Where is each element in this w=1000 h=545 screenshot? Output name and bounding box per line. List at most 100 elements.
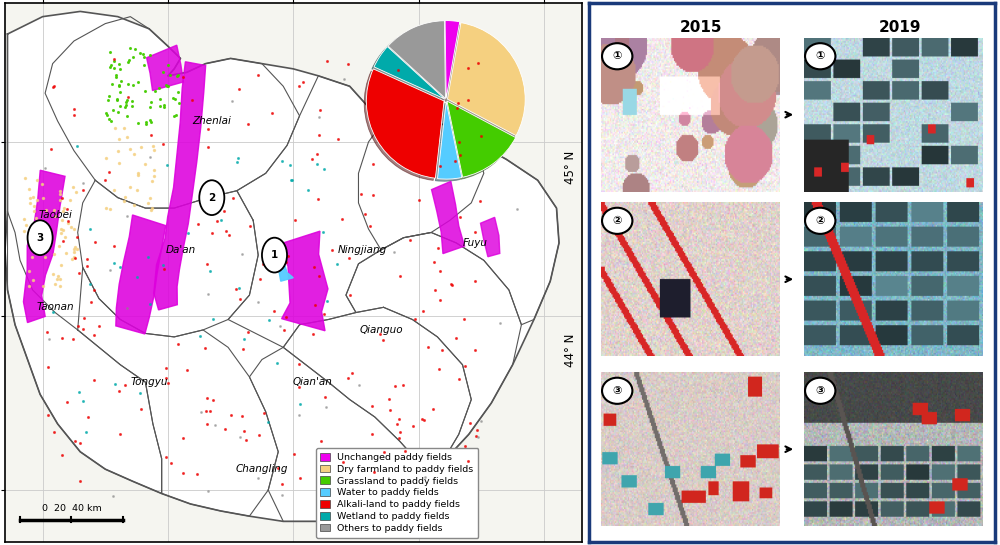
Point [102, 47, 118, 56]
Point [79, 262, 95, 271]
Point [117, 380, 133, 389]
Point [66, 224, 82, 233]
Point [55, 207, 71, 215]
Point [46, 206, 62, 215]
Point [82, 280, 98, 289]
Point [120, 79, 136, 88]
Point [76, 313, 92, 322]
Point [65, 334, 81, 343]
Point [242, 222, 258, 231]
Point [136, 53, 152, 62]
Point [175, 72, 191, 81]
Point [192, 331, 208, 340]
Point [432, 267, 448, 275]
Point [142, 300, 158, 309]
Point [381, 395, 397, 403]
Point [29, 196, 45, 204]
Point [255, 259, 271, 268]
Point [304, 155, 320, 163]
Text: Fuyu: Fuyu [463, 238, 488, 248]
Point [307, 301, 323, 310]
Point [240, 119, 256, 128]
Point [71, 388, 87, 397]
Point [112, 429, 128, 438]
Point [50, 271, 66, 280]
Point [444, 281, 460, 289]
Point [39, 327, 55, 336]
Point [256, 409, 272, 417]
Point [29, 175, 45, 184]
Polygon shape [154, 62, 206, 310]
Point [45, 308, 61, 317]
Point [21, 185, 37, 193]
Point [430, 244, 446, 252]
Point [110, 147, 126, 155]
Point [58, 249, 74, 258]
Point [111, 159, 127, 168]
Point [126, 150, 142, 159]
Point [292, 400, 308, 409]
Point [130, 78, 146, 87]
Text: Qianguo: Qianguo [359, 325, 403, 335]
Point [46, 81, 62, 90]
Point [424, 160, 440, 169]
Point [250, 70, 266, 79]
Point [69, 233, 85, 241]
Point [449, 104, 465, 113]
Point [135, 50, 151, 59]
Point [427, 285, 443, 294]
Point [38, 206, 54, 215]
Point [129, 185, 145, 194]
Point [310, 195, 326, 203]
Point [340, 373, 356, 382]
Point [147, 87, 163, 95]
Point [228, 284, 244, 293]
Point [230, 153, 246, 162]
Point [43, 145, 59, 154]
Point [250, 298, 266, 307]
Point [53, 229, 69, 238]
Point [104, 80, 120, 88]
Polygon shape [147, 45, 183, 90]
Point [420, 343, 436, 352]
Point [83, 298, 99, 307]
Point [336, 75, 352, 84]
Point [282, 161, 298, 169]
Point [335, 458, 351, 467]
Point [59, 205, 75, 214]
Text: Taobei: Taobei [38, 210, 72, 220]
Point [236, 334, 252, 343]
Point [66, 111, 82, 119]
Point [200, 289, 216, 298]
Point [319, 57, 335, 65]
Point [317, 393, 333, 402]
Point [112, 88, 128, 97]
Point [175, 469, 191, 477]
Point [151, 83, 167, 92]
Point [146, 146, 162, 155]
Point [251, 430, 267, 439]
Point [443, 280, 459, 288]
Point [266, 307, 282, 316]
Point [40, 362, 56, 371]
Point [51, 242, 67, 251]
Point [468, 432, 484, 440]
Point [292, 473, 308, 482]
Point [426, 257, 442, 266]
Point [199, 419, 215, 428]
Point [278, 258, 294, 267]
Text: 2: 2 [208, 193, 215, 203]
Point [232, 432, 248, 441]
Point [137, 160, 153, 168]
Point [180, 228, 196, 237]
Point [389, 420, 405, 428]
Polygon shape [116, 215, 166, 334]
Point [57, 233, 73, 241]
Point [170, 339, 186, 348]
Text: 45° N: 45° N [564, 150, 577, 184]
Polygon shape [278, 261, 293, 281]
Point [122, 145, 138, 154]
Point [198, 407, 214, 415]
Point [60, 217, 76, 226]
Point [109, 96, 125, 105]
